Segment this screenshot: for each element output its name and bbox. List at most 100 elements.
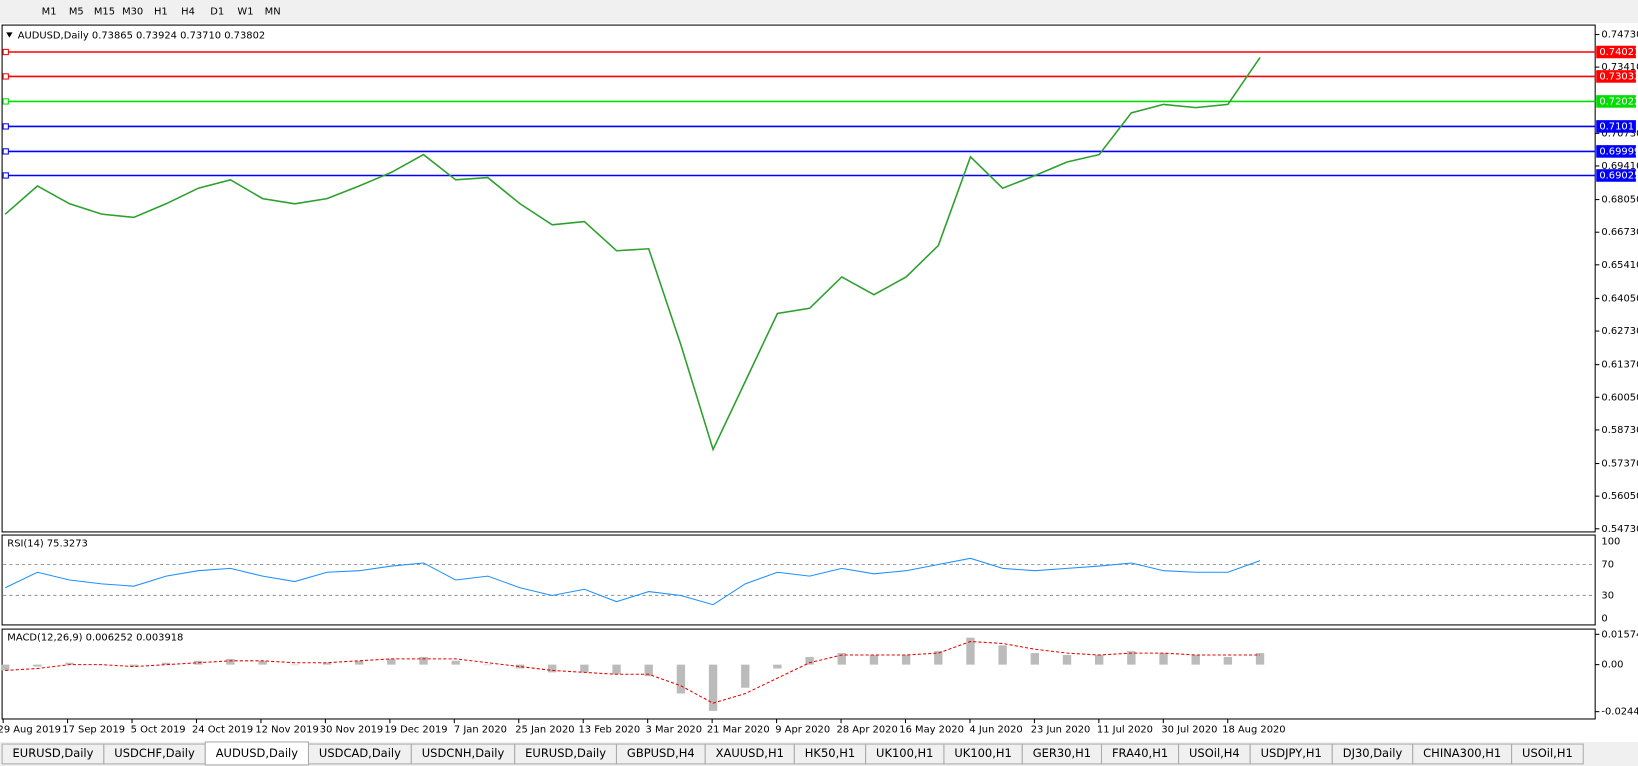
macd-bar — [1255, 653, 1265, 665]
timeframe-button[interactable]: W1 — [237, 6, 253, 17]
macd-bar — [161, 662, 171, 665]
level-handle — [2, 48, 9, 56]
tab[interactable]: USOil,H4 — [1178, 743, 1251, 765]
macd-bar — [580, 664, 589, 673]
level-handle — [2, 98, 9, 105]
tab[interactable]: DJ30,Daily — [1331, 743, 1414, 765]
macd-tick-label: -0.024412 — [1601, 707, 1638, 718]
tab-label: HK50,H1 — [805, 746, 855, 760]
level-handle — [2, 123, 9, 130]
x-tick-label: 30 Nov 2019 — [320, 724, 383, 735]
tab[interactable]: AUDUSD,Daily — [204, 741, 310, 766]
macd-bar — [869, 655, 879, 665]
tab[interactable]: GER30,H1 — [1021, 743, 1103, 765]
tab-label: FRA40,H1 — [1112, 746, 1168, 760]
macd-bar — [290, 664, 299, 666]
tab[interactable]: USDCNH,Daily — [410, 743, 516, 765]
level-label: 0.73033 — [1599, 71, 1638, 82]
macd-panel — [1, 628, 1596, 720]
level-tag — [1596, 120, 1636, 133]
x-tick-label: 18 Aug 2020 — [1222, 724, 1285, 735]
macd-bar — [129, 664, 139, 667]
x-tick-label: 5 Oct 2019 — [131, 724, 186, 735]
macd-bar — [773, 664, 782, 669]
tab[interactable]: CHINA300,H1 — [1412, 743, 1513, 765]
x-tick-label: 19 Dec 2019 — [384, 724, 447, 735]
tab-label: DJ30,Daily — [1343, 746, 1403, 760]
main-panel — [1, 24, 1596, 533]
tab[interactable]: EURUSD,Daily — [1, 743, 105, 765]
tab[interactable]: USDCHF,Daily — [103, 743, 206, 765]
tab-label: CHINA300,H1 — [1423, 746, 1501, 760]
chart-header: AUDUSD,Daily 0.73865 0.73924 0.73710 0.7… — [18, 31, 265, 42]
macd-bar — [258, 660, 267, 665]
tab-label: EURUSD,Daily — [525, 746, 606, 760]
macd-bar — [901, 655, 911, 665]
rsi-header: RSI(14) 75.3273 — [7, 538, 88, 549]
timeframe-button[interactable]: H1 — [154, 6, 168, 17]
x-tick-label: 16 May 2020 — [899, 724, 964, 735]
macd-bar — [322, 662, 332, 665]
level-label: 0.72022 — [1599, 96, 1638, 107]
tab-label: GBPUSD,H4 — [627, 746, 695, 760]
x-tick-label: 25 Jan 2020 — [515, 724, 574, 735]
level-tag — [1596, 45, 1636, 59]
macd-bar — [934, 651, 943, 665]
tab[interactable]: USDJPY,H1 — [1249, 743, 1333, 765]
macd-bar — [837, 653, 846, 665]
level-tag — [1596, 145, 1636, 158]
macd-tick-label: 0.00 — [1601, 660, 1623, 671]
timeframe-button[interactable]: M15 — [94, 6, 115, 17]
tab[interactable]: EURUSD,Daily — [514, 743, 618, 765]
macd-bar — [1223, 656, 1233, 665]
macd-bar — [226, 658, 235, 665]
macd-bar — [1, 664, 10, 671]
macd-bar — [1094, 655, 1104, 665]
timeframe-button[interactable]: M30 — [122, 6, 143, 17]
macd-bar — [1062, 655, 1072, 665]
tab[interactable]: XAUUSD,H1 — [704, 743, 795, 765]
tab[interactable]: USOil,H1 — [1511, 743, 1584, 765]
macd-bar — [419, 656, 428, 665]
tab[interactable]: GBPUSD,H4 — [615, 743, 706, 765]
x-tick-label: 4 Jun 2020 — [969, 724, 1022, 735]
timeframe-button[interactable]: H4 — [181, 6, 195, 17]
x-tick-label: 17 Sep 2019 — [62, 724, 125, 735]
macd-bar — [998, 645, 1007, 665]
rsi-line — [4, 557, 1261, 606]
timeframe-button[interactable]: D1 — [210, 6, 224, 17]
level-handle — [2, 172, 9, 179]
macd-bar — [1191, 655, 1200, 665]
macd-bar — [1159, 653, 1168, 665]
timeframe-button[interactable]: M1 — [42, 6, 57, 17]
tab-label: AUDUSD,Daily — [216, 746, 299, 760]
tab[interactable]: UK100,H1 — [943, 743, 1023, 765]
timeframe-button[interactable]: M5 — [69, 6, 84, 17]
header-arrow — [6, 32, 13, 38]
tab[interactable]: HK50,H1 — [793, 743, 867, 765]
level-label: 0.69025 — [1599, 170, 1638, 181]
x-tick-label: 9 Apr 2020 — [775, 724, 830, 735]
tab[interactable]: UK100,H1 — [865, 743, 945, 765]
tab[interactable]: USDCAD,Daily — [307, 743, 412, 765]
tab-label: USDCHF,Daily — [114, 746, 195, 760]
x-tick-label: 29 Aug 2019 — [0, 724, 61, 735]
level-label: 0.74021 — [1599, 47, 1638, 58]
tab[interactable]: FRA40,H1 — [1100, 743, 1180, 765]
tab-label: UK100,H1 — [954, 746, 1011, 760]
x-tick-label: 13 Feb 2020 — [579, 724, 641, 735]
timeframe-button[interactable]: MN — [265, 6, 281, 17]
macd-bar — [65, 662, 74, 665]
macd-bar — [644, 664, 653, 677]
tab-label: USOil,H1 — [1522, 746, 1573, 760]
